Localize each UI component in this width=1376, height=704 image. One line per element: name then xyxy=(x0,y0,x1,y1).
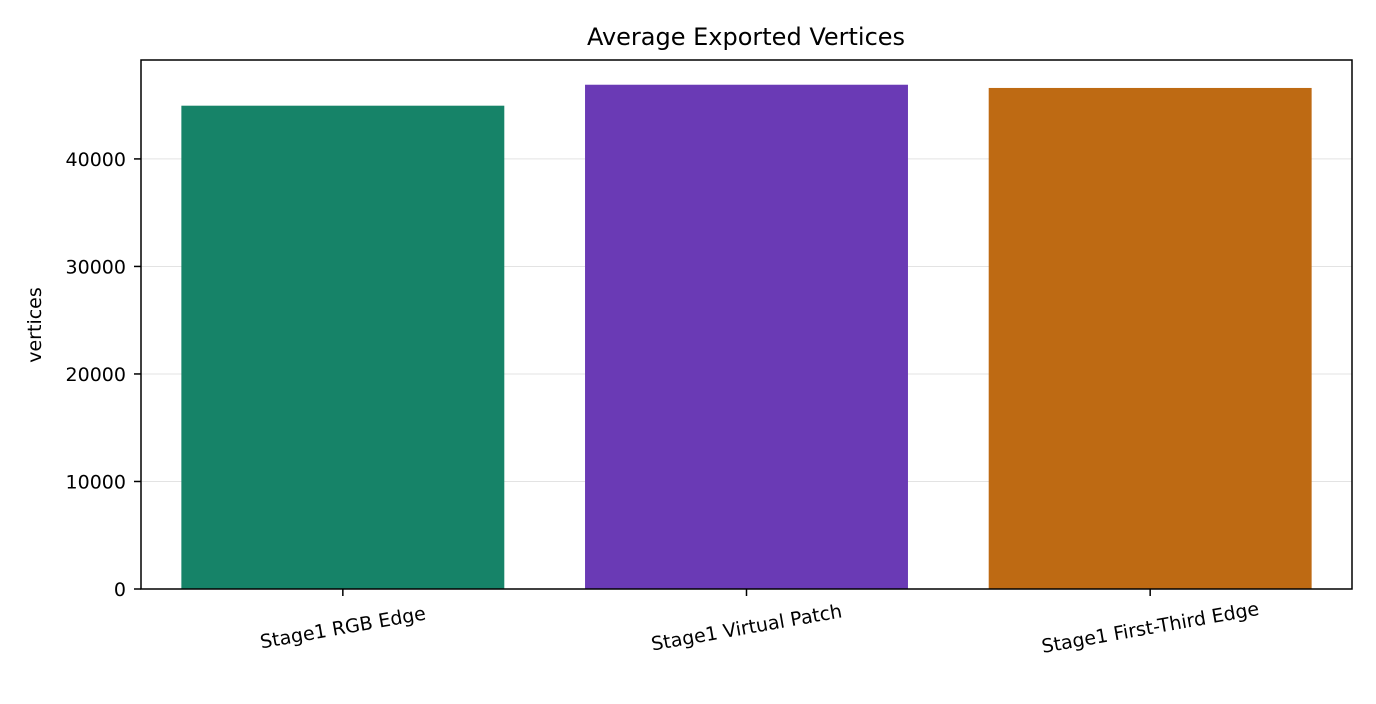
x-tick-label: Stage1 First-Third Edge xyxy=(1040,598,1261,658)
y-tick-label: 0 xyxy=(114,579,126,601)
bar xyxy=(988,87,1312,589)
x-tick-label: Stage1 RGB Edge xyxy=(258,603,427,654)
y-tick-label: 40000 xyxy=(66,149,126,171)
bar xyxy=(585,84,908,589)
y-tick-label: 20000 xyxy=(66,364,126,386)
axis-frame xyxy=(140,59,1353,590)
y-tick-label: 30000 xyxy=(66,256,126,278)
bar xyxy=(181,105,505,589)
x-tick-label: Stage1 Virtual Patch xyxy=(650,600,844,655)
y-axis-label: vertices xyxy=(24,287,46,363)
y-tick-label: 10000 xyxy=(66,471,126,493)
chart-title: Average Exported Vertices xyxy=(587,23,905,51)
plot-area: 0 10000 20000 30000 40000 Stage1 RGB Edge Stag… xyxy=(66,59,1353,658)
